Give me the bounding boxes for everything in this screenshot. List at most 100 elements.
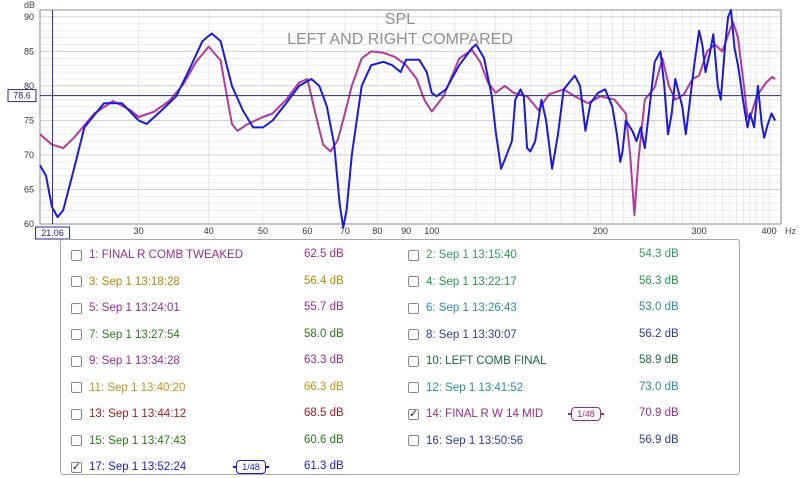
series-line-1 (39, 21, 776, 216)
legend-label[interactable]: 17: Sep 1 13:52:24 (89, 461, 187, 473)
legend-value: 56.2 dB (639, 327, 679, 340)
legend-value: 56.9 dB (639, 433, 679, 446)
legend-item: 2: Sep 1 13:15:40 (408, 245, 517, 265)
y-tick-label: 75 (24, 115, 34, 125)
legend-checkbox[interactable] (408, 329, 419, 340)
spl-chart[interactable]: SPL LEFT AND RIGHT COMPARED dB Hz 60 65 70… (0, 0, 800, 242)
y-tick-label: 60 (24, 219, 34, 229)
x-tick-label: 90 (401, 226, 411, 236)
legend-value: 60.6 dB (304, 433, 344, 446)
smoothing-badge-tick (568, 413, 572, 415)
smoothing-label: 1/48 (236, 460, 266, 474)
legend-value: 63.3 dB (304, 354, 344, 366)
smoothing-badge-tick (233, 466, 237, 468)
legend-value: 61.3 dB (304, 460, 344, 472)
legend-checkbox[interactable] (71, 329, 82, 340)
legend-value: 58.0 dB (304, 327, 344, 340)
legend-item: ✓ 14: FINAL R W 14 MID (408, 404, 543, 424)
legend-checkbox[interactable] (71, 355, 82, 367)
smoothing-badge[interactable]: 1/48 (568, 406, 604, 422)
legend-label[interactable]: 10: LEFT COMB FINAL (426, 355, 547, 367)
x-tick-label: 50 (258, 226, 268, 236)
x-tick-label: 400 (762, 226, 777, 236)
legend-item: 3: Sep 1 13:18:28 (71, 272, 180, 292)
legend-label[interactable]: 1: FINAL R COMB TWEAKED (89, 249, 243, 261)
legend-checkbox[interactable] (71, 276, 82, 287)
x-tick-label: 30 (134, 226, 144, 236)
legend-checkbox[interactable] (71, 408, 82, 420)
cursor[interactable]: 78.6 21.06 (7, 10, 781, 240)
legend-item: 1: FINAL R COMB TWEAKED (71, 245, 243, 265)
legend-checkbox[interactable]: ✓ (71, 460, 82, 473)
legend-checkbox[interactable]: ✓ (408, 407, 419, 420)
y-tick-label: 70 (24, 150, 34, 160)
legend-label[interactable]: 7: Sep 1 13:27:54 (89, 328, 180, 341)
legend-label[interactable]: 2: Sep 1 13:15:40 (426, 249, 517, 261)
legend-label[interactable]: 13: Sep 1 13:44:12 (89, 408, 187, 420)
legend-label[interactable]: 5: Sep 1 13:24:01 (89, 302, 180, 314)
y-tick-label: 90 (24, 12, 34, 22)
x-tick-label: 60 (302, 226, 312, 236)
smoothing-badge[interactable]: 1/48 (233, 459, 269, 475)
legend-checkbox[interactable] (408, 435, 419, 446)
legend-checkbox[interactable] (408, 276, 419, 287)
legend-item: 12: Sep 1 13:41:52 (408, 378, 523, 398)
legend-value: 56.3 dB (639, 274, 679, 287)
legend-item: 16: Sep 1 13:50:56 (408, 431, 523, 451)
legend-item: 4: Sep 1 13:22:17 (408, 272, 517, 292)
legend-checkbox[interactable] (408, 249, 419, 261)
legend-value: 55.7 dB (304, 301, 344, 313)
legend-value: 56.4 dB (304, 274, 344, 287)
legend-label[interactable]: 16: Sep 1 13:50:56 (426, 434, 524, 447)
x-tick-label: 300 (692, 226, 707, 236)
legend-checkbox[interactable] (408, 355, 419, 367)
legend-checkbox[interactable] (408, 382, 419, 393)
legend-label[interactable]: 8: Sep 1 13:30:07 (426, 328, 517, 341)
legend-value: 73.0 dB (639, 380, 679, 393)
series-line-2 (39, 9, 776, 229)
legend-value: 54.3 dB (639, 248, 679, 260)
x-tick-label: 80 (372, 226, 382, 236)
cursor-y-readout-box (7, 89, 37, 103)
legend-label[interactable]: 6: Sep 1 13:26:43 (426, 302, 517, 314)
legend-value: 58.9 dB (639, 354, 679, 366)
legend-label[interactable]: 14: FINAL R W 14 MID (426, 408, 544, 420)
legend-checkbox[interactable] (71, 249, 82, 261)
legend-checkbox[interactable] (71, 302, 82, 314)
y-tick-label: 65 (24, 184, 34, 194)
legend-value: 70.9 dB (639, 407, 679, 419)
legend-item: 5: Sep 1 13:24:01 (71, 298, 180, 318)
legend-label[interactable]: 3: Sep 1 13:18:28 (89, 275, 180, 288)
legend-item: 10: LEFT COMB FINAL (408, 351, 547, 371)
legend-value: 68.5 dB (304, 407, 344, 419)
y-axis-ticks: 60 65 70 75 80 85 90 (24, 12, 34, 229)
legend-label[interactable]: 15: Sep 1 13:47:43 (89, 434, 187, 447)
legend-label[interactable]: 9: Sep 1 13:34:28 (89, 355, 180, 367)
y-tick-label: 80 (24, 81, 34, 91)
legend-checkbox[interactable] (71, 435, 82, 446)
cursor-x-readout-box (35, 226, 71, 240)
smoothing-badge-tick (265, 466, 269, 468)
x-axis-ticks: 30 40 50 60 70 80 90 100 200 300 400 (134, 226, 777, 236)
series-layer (39, 9, 776, 229)
y-tick-label: 85 (24, 46, 34, 56)
legend-checkbox[interactable] (408, 302, 419, 314)
legend-label[interactable]: 11: Sep 1 13:40:20 (89, 381, 186, 394)
smoothing-badge-tick (600, 413, 604, 415)
legend-item: 7: Sep 1 13:27:54 (71, 325, 180, 345)
legend-panel: 1: FINAL R COMB TWEAKED 62.5 dB 2: Sep 1 1… (60, 239, 740, 475)
x-tick-label: 100 (424, 226, 439, 236)
smoothing-label: 1/48 (571, 407, 601, 421)
legend-checkbox[interactable] (71, 382, 82, 393)
legend-label[interactable]: 12: Sep 1 13:41:52 (426, 381, 524, 394)
legend-item: 15: Sep 1 13:47:43 (71, 431, 186, 451)
y-unit-label: dB (24, 0, 35, 10)
legend-item: 9: Sep 1 13:34:28 (71, 351, 180, 371)
legend-label[interactable]: 4: Sep 1 13:22:17 (426, 275, 517, 288)
legend-item: 6: Sep 1 13:26:43 (408, 298, 517, 318)
plot-frame (39, 9, 782, 225)
legend-value: 62.5 dB (304, 248, 344, 260)
x-tick-label: 200 (593, 226, 608, 236)
cursor-x-readout: 21.06 (41, 228, 64, 238)
x-tick-label: 40 (204, 226, 214, 236)
